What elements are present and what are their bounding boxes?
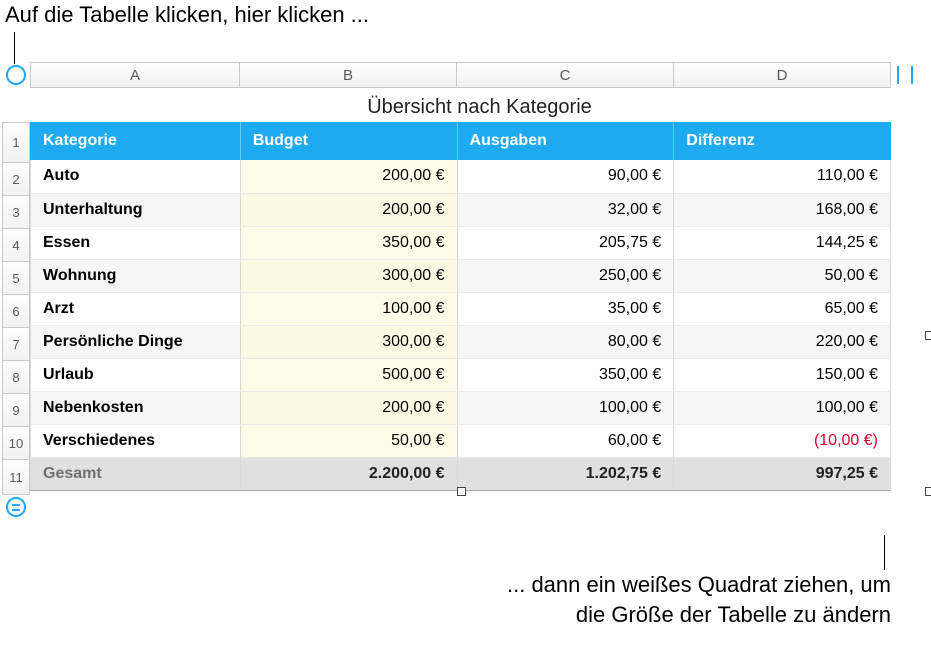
total-cell[interactable]: 1.202,75 € [457, 457, 674, 490]
column-header-row: ABCD [2, 62, 929, 88]
category-cell[interactable]: Urlaub [31, 358, 241, 391]
spent-cell[interactable]: 32,00 € [457, 193, 674, 226]
budget-cell[interactable]: 300,00 € [240, 325, 457, 358]
row-header-4[interactable]: 4 [2, 229, 30, 262]
budget-cell[interactable]: 350,00 € [240, 226, 457, 259]
table-row[interactable]: Urlaub500,00 €350,00 €150,00 € [31, 358, 891, 391]
category-cell[interactable]: Persönliche Dinge [31, 325, 241, 358]
row-header-7[interactable]: 7 [2, 328, 30, 361]
row-header-8[interactable]: 8 [2, 361, 30, 394]
row-header-1[interactable]: 1 [2, 122, 30, 163]
data-table-wrap: KategorieBudgetAusgabenDifferenz Auto200… [30, 122, 929, 491]
table-row[interactable]: Persönliche Dinge300,00 €80,00 €220,00 € [31, 325, 891, 358]
table-header[interactable]: Budget [240, 122, 457, 160]
resize-handle-bottom-mid[interactable] [457, 487, 466, 496]
table-row[interactable]: Arzt100,00 €35,00 €65,00 € [31, 292, 891, 325]
category-cell[interactable]: Unterhaltung [31, 193, 241, 226]
columns-icon [897, 66, 913, 84]
ring-icon [6, 65, 26, 85]
diff-cell[interactable]: 50,00 € [674, 259, 891, 292]
diff-cell[interactable]: 110,00 € [674, 160, 891, 193]
budget-cell[interactable]: 200,00 € [240, 391, 457, 424]
column-header-D[interactable]: D [674, 62, 891, 88]
add-row-handle[interactable] [2, 494, 30, 520]
spent-cell[interactable]: 80,00 € [457, 325, 674, 358]
table-row[interactable]: Auto200,00 €90,00 €110,00 € [31, 160, 891, 193]
spent-cell[interactable]: 90,00 € [457, 160, 674, 193]
rows-icon [6, 497, 26, 517]
table-header[interactable]: Ausgaben [457, 122, 674, 160]
spent-cell[interactable]: 350,00 € [457, 358, 674, 391]
total-cell[interactable]: 997,25 € [674, 457, 891, 490]
column-header-C[interactable]: C [457, 62, 674, 88]
spent-cell[interactable]: 35,00 € [457, 292, 674, 325]
row-header-2[interactable]: 2 [2, 163, 30, 196]
diff-cell[interactable]: 220,00 € [674, 325, 891, 358]
callout-bottom: ... dann ein weißes Quadrat ziehen, um d… [507, 570, 891, 629]
resize-handle-right[interactable] [925, 331, 931, 340]
row-header-6[interactable]: 6 [2, 295, 30, 328]
table-row[interactable]: Nebenkosten200,00 €100,00 €100,00 € [31, 391, 891, 424]
callout-top: Auf die Tabelle klicken, hier klicken ..… [5, 2, 369, 28]
add-column-handle[interactable] [891, 62, 919, 88]
category-cell[interactable]: Auto [31, 160, 241, 193]
diff-cell[interactable]: 150,00 € [674, 358, 891, 391]
row-header-9[interactable]: 9 [2, 394, 30, 427]
table-header[interactable]: Differenz [674, 122, 891, 160]
table-row[interactable]: Wohnung300,00 €250,00 €50,00 € [31, 259, 891, 292]
category-cell[interactable]: Verschiedenes [31, 424, 241, 457]
resize-handle-bottom-right[interactable] [925, 487, 931, 496]
category-cell[interactable]: Essen [31, 226, 241, 259]
column-header-A[interactable]: A [30, 62, 240, 88]
total-cell[interactable]: Gesamt [31, 457, 241, 490]
category-cell[interactable]: Arzt [31, 292, 241, 325]
table-select-handle[interactable] [2, 62, 30, 88]
diff-cell[interactable]: (10,00 €) [674, 424, 891, 457]
callout-bottom-leader [884, 535, 885, 570]
table-header[interactable]: Kategorie [31, 122, 241, 160]
column-header-B[interactable]: B [240, 62, 457, 88]
row-header-5[interactable]: 5 [2, 262, 30, 295]
table-row[interactable]: Verschiedenes50,00 €60,00 €(10,00 €) [31, 424, 891, 457]
spreadsheet-area: ABCD Übersicht nach Kategorie 1234567891… [2, 62, 929, 520]
budget-cell[interactable]: 200,00 € [240, 160, 457, 193]
spent-cell[interactable]: 100,00 € [457, 391, 674, 424]
budget-cell[interactable]: 50,00 € [240, 424, 457, 457]
diff-cell[interactable]: 168,00 € [674, 193, 891, 226]
category-cell[interactable]: Wohnung [31, 259, 241, 292]
budget-cell[interactable]: 500,00 € [240, 358, 457, 391]
total-row[interactable]: Gesamt2.200,00 €1.202,75 €997,25 € [31, 457, 891, 490]
budget-cell[interactable]: 300,00 € [240, 259, 457, 292]
row-header-10[interactable]: 10 [2, 427, 30, 460]
row-header-11[interactable]: 11 [2, 460, 30, 495]
table-title[interactable]: Übersicht nach Kategorie [30, 88, 929, 122]
diff-cell[interactable]: 144,25 € [674, 226, 891, 259]
row-header-3[interactable]: 3 [2, 196, 30, 229]
table-row[interactable]: Essen350,00 €205,75 €144,25 € [31, 226, 891, 259]
spent-cell[interactable]: 60,00 € [457, 424, 674, 457]
budget-table[interactable]: KategorieBudgetAusgabenDifferenz Auto200… [30, 122, 891, 491]
spent-cell[interactable]: 205,75 € [457, 226, 674, 259]
diff-cell[interactable]: 65,00 € [674, 292, 891, 325]
budget-cell[interactable]: 100,00 € [240, 292, 457, 325]
spent-cell[interactable]: 250,00 € [457, 259, 674, 292]
diff-cell[interactable]: 100,00 € [674, 391, 891, 424]
table-row[interactable]: Unterhaltung200,00 €32,00 €168,00 € [31, 193, 891, 226]
budget-cell[interactable]: 200,00 € [240, 193, 457, 226]
total-cell[interactable]: 2.200,00 € [240, 457, 457, 490]
category-cell[interactable]: Nebenkosten [31, 391, 241, 424]
callout-top-leader [14, 32, 15, 64]
